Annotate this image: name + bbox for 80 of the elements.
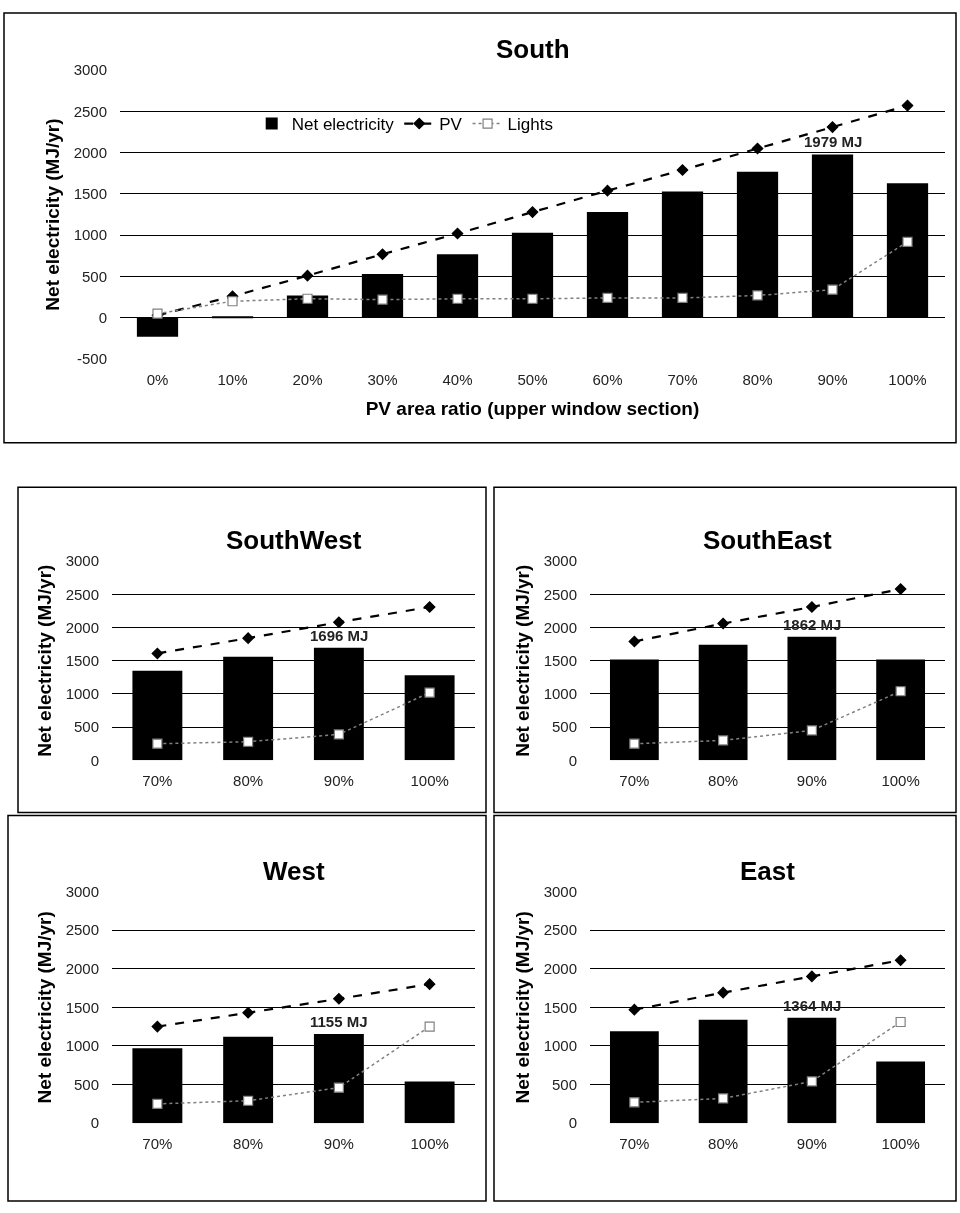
legend-label: PV: [439, 115, 463, 135]
y-tick-label: 500: [551, 718, 577, 736]
y-tick-label: 0: [90, 751, 99, 769]
x-tick-label: 100%: [881, 1135, 920, 1153]
y-tick-label: 2500: [543, 921, 577, 939]
chart-title: East: [740, 856, 796, 886]
x-tick-label: 100%: [410, 772, 449, 790]
x-tick-label: 90%: [817, 371, 848, 389]
x-tick-label: 60%: [592, 371, 623, 389]
y-tick-label: 500: [81, 267, 107, 285]
legend-label: Lights: [507, 115, 553, 135]
y-tick-label: 2000: [73, 143, 107, 161]
y-axis-title: Net electricity (MJ/yr): [34, 564, 56, 757]
y-axis-title: Net electricity (MJ/yr): [42, 118, 64, 311]
x-tick-label: 0%: [146, 371, 169, 389]
y-tick-label: 3000: [543, 882, 577, 900]
y-tick-label: 1000: [65, 685, 99, 703]
y-axis-title: Net electricity (MJ/yr): [512, 911, 534, 1104]
y-tick-label: 2000: [543, 959, 577, 977]
y-axis-title: Net electricity (MJ/yr): [34, 911, 56, 1104]
y-tick-label: 0: [90, 1114, 99, 1132]
x-tick-label: 40%: [442, 371, 473, 389]
y-tick-label: 500: [73, 1075, 99, 1093]
annotation: 1696 MJ: [310, 627, 369, 644]
y-tick-label: 0: [98, 309, 107, 326]
x-tick-label: 80%: [708, 772, 739, 790]
y-tick-label: 1500: [73, 185, 107, 203]
y-tick-label: 1500: [65, 998, 99, 1016]
y-tick-label: 1500: [65, 651, 99, 669]
y-tick-label: 2000: [65, 618, 99, 636]
x-tick-label: 100%: [410, 1135, 449, 1153]
y-tick-label: 2000: [65, 959, 99, 977]
y-tick-label: 3000: [543, 552, 577, 570]
y-tick-label: 500: [551, 1075, 577, 1093]
legend-label: Net electricity: [291, 115, 395, 135]
x-tick-label: 100%: [881, 772, 920, 790]
y-tick-label: 0: [568, 1114, 577, 1132]
x-tick-label: 80%: [742, 371, 773, 389]
x-tick-label: 90%: [323, 772, 354, 790]
y-axis-title: Net electricity (MJ/yr): [512, 564, 534, 757]
x-tick-label: 70%: [619, 772, 650, 790]
y-tick-label: 1000: [543, 1037, 577, 1055]
y-tick-label: 2500: [73, 102, 107, 120]
x-tick-label: 80%: [233, 1135, 264, 1153]
x-tick-label: 90%: [796, 1135, 827, 1153]
y-tick-label: 2500: [65, 585, 99, 603]
y-tick-label: 0: [568, 751, 577, 769]
x-tick-label: 70%: [667, 371, 698, 389]
y-tick-label: 1000: [73, 226, 107, 244]
y-tick-label: -500: [76, 350, 107, 368]
y-tick-label: 1000: [543, 685, 577, 703]
x-tick-label: 100%: [888, 371, 927, 389]
y-tick-label: 500: [73, 718, 99, 736]
y-tick-label: 3000: [65, 882, 99, 900]
chart-title: SouthEast: [703, 525, 832, 555]
x-tick-label: 80%: [708, 1135, 739, 1153]
x-tick-label: 70%: [142, 772, 173, 790]
x-tick-label: 50%: [517, 371, 548, 389]
annotation: 1979 MJ: [804, 133, 863, 150]
y-tick-label: 1500: [543, 998, 577, 1016]
x-axis-title: PV area ratio (upper window section): [365, 397, 700, 419]
x-tick-label: 70%: [619, 1135, 650, 1153]
x-tick-label: 90%: [796, 772, 827, 790]
y-tick-label: 3000: [65, 552, 99, 570]
x-tick-label: 90%: [323, 1135, 354, 1153]
chart-title: SouthWest: [226, 525, 362, 555]
y-tick-label: 2500: [65, 921, 99, 939]
y-tick-label: 1000: [65, 1037, 99, 1055]
x-tick-label: 30%: [367, 371, 398, 389]
y-tick-label: 2000: [543, 618, 577, 636]
x-tick-label: 80%: [233, 772, 264, 790]
y-tick-label: 1500: [543, 651, 577, 669]
chart-title: West: [263, 856, 325, 886]
y-tick-label: 2500: [543, 585, 577, 603]
chart-title: South: [496, 34, 570, 64]
y-tick-label: 3000: [73, 61, 107, 79]
x-tick-label: 70%: [142, 1135, 173, 1153]
x-tick-label: 10%: [217, 371, 248, 389]
x-tick-label: 20%: [292, 371, 323, 389]
annotation: 1155 MJ: [310, 1013, 368, 1030]
